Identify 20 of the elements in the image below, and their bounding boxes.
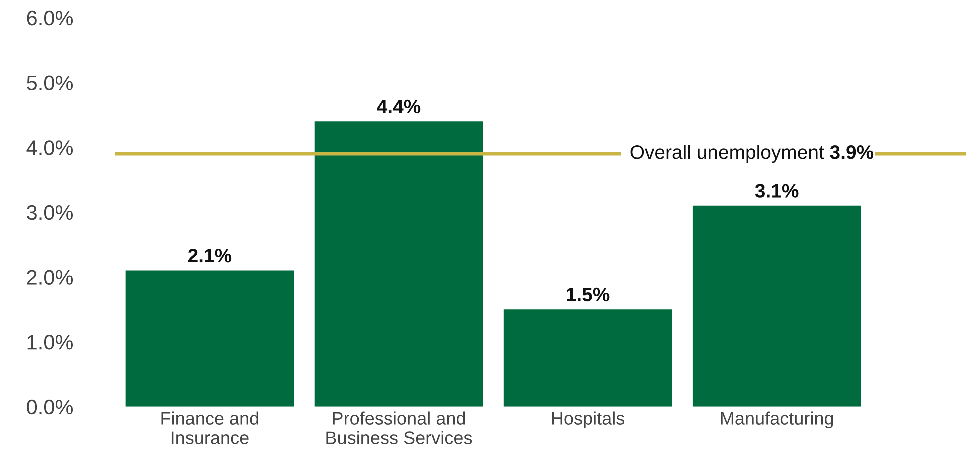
- y-tick-label: 2.0%: [27, 270, 74, 285]
- y-tick-label: 3.0%: [27, 205, 74, 220]
- y-tick-label: 6.0%: [27, 10, 74, 26]
- x-tick-label: Hospitals: [552, 412, 625, 429]
- bar: [126, 270, 294, 407]
- x-tick-label: Professional and Business Services: [326, 412, 472, 444]
- bar: [314, 122, 484, 407]
- x-tick-label: Finance and Insurance: [162, 412, 258, 444]
- data-label: 2.1%: [188, 248, 232, 263]
- data-label: 3.1%: [755, 184, 799, 198]
- ref-line-label: Overall unemployment 3.9%: [630, 145, 874, 164]
- bar: [504, 310, 672, 407]
- bar: [692, 206, 862, 407]
- x-tick-label: Manufacturing: [721, 412, 834, 429]
- y-tick-label: 1.0%: [28, 335, 74, 350]
- data-label: 1.5%: [567, 288, 610, 302]
- y-tick-label: 5.0%: [27, 76, 74, 91]
- data-label: 4.4%: [377, 100, 421, 114]
- y-tick-label: 0.0%: [27, 400, 74, 415]
- y-tick-label: 4.0%: [26, 140, 74, 156]
